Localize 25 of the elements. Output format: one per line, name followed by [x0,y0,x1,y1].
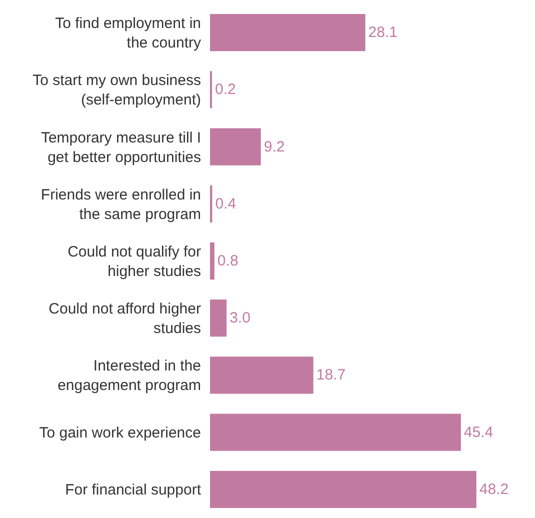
y-tick-label: Interested in the engagement program [58,358,201,394]
y-tick-label: For financial support [65,482,202,499]
y-tick-label: Could not afford higher studies [48,300,201,338]
data-label: 3.0 [230,310,250,327]
y-tick-label: To start my own business (self-employment) [32,72,202,109]
y-tick-label: To find employment in the country [55,15,202,52]
bar [210,414,461,451]
data-label: 48.2 [479,480,509,498]
data-label: 28.1 [368,24,398,42]
y-tick-label: Friends were enrolled in the same program [40,186,201,223]
data-label: 0.2 [215,81,236,98]
y-tick-label: Temporary measure till I get better opportunities [40,129,201,166]
bar [210,128,261,166]
data-label: 45.4 [464,424,494,441]
data-label: 0.8 [217,252,238,270]
bar [210,356,314,394]
bar [210,300,227,337]
data-label: 9.2 [264,138,285,156]
y-tick-label: To gain work experience [39,424,201,442]
bar [210,242,214,280]
bar [210,470,476,508]
data-label: 18.7 [316,366,346,384]
y-tick-label: Could not qualify for higher studies [68,244,201,280]
data-label: 0.4 [215,195,236,212]
bar [210,14,366,52]
